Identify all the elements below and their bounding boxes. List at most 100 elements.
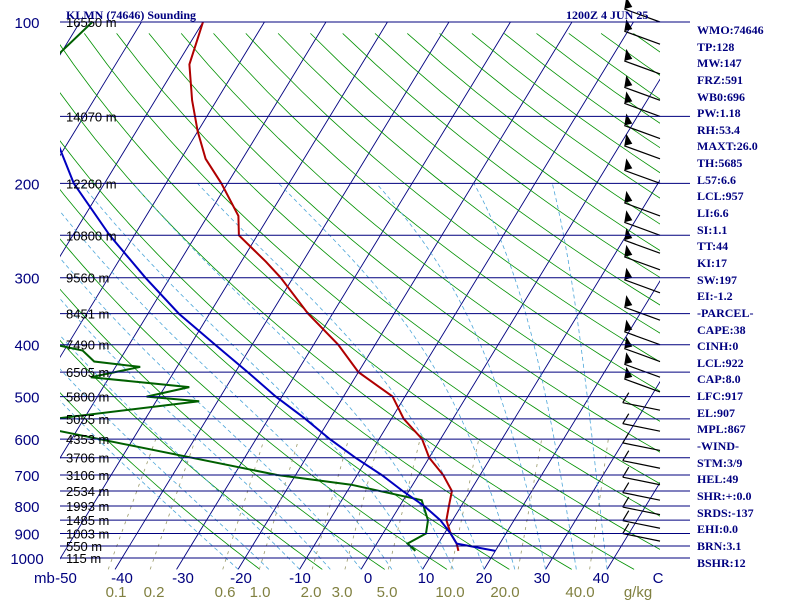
wind-barb-flag bbox=[624, 267, 633, 280]
temperature-tick-label: 40 bbox=[593, 570, 610, 587]
mixing-ratio-line bbox=[344, 438, 380, 570]
wind-barb-flag bbox=[624, 113, 633, 126]
isotherm-line bbox=[299, 22, 634, 570]
index-item: MPL:867 bbox=[697, 422, 746, 437]
index-item: L57:6.6 bbox=[697, 172, 736, 187]
dry-adiabat-line bbox=[342, 33, 660, 278]
temperature-tick-label: -20 bbox=[230, 570, 252, 587]
index-item: CAPE:38 bbox=[697, 322, 746, 337]
moist-adiabat-line bbox=[278, 183, 516, 570]
height-label: 2534 m bbox=[66, 484, 109, 499]
dry-adiabat-line bbox=[116, 33, 660, 485]
wind-barb-feather bbox=[622, 466, 630, 478]
height-label: 1003 m bbox=[66, 526, 109, 541]
mixing-ratio-line bbox=[107, 438, 157, 570]
mixing-ratio-line bbox=[589, 439, 609, 570]
dry-adiabat-line bbox=[60, 238, 448, 570]
mixing-ratio-tick-label: 0.6 bbox=[215, 584, 236, 600]
height-label: 115 m bbox=[66, 551, 101, 566]
height-label: 7490 m bbox=[66, 338, 109, 353]
mixing-ratio-tick-label: 5.0 bbox=[377, 584, 398, 600]
mixing-ratio-line bbox=[149, 438, 196, 570]
pressure-tick-label: 600 bbox=[14, 432, 39, 449]
height-label: 8451 m bbox=[66, 307, 109, 322]
wind-barb bbox=[624, 124, 661, 140]
wind-barb bbox=[624, 279, 661, 294]
moist-adiabat-line bbox=[197, 183, 485, 570]
index-item: LI:6.6 bbox=[697, 206, 729, 221]
height-label: 6505 m bbox=[66, 365, 109, 380]
index-item: EI:-1.2 bbox=[697, 289, 733, 304]
index-item: EHI:0.0 bbox=[697, 522, 739, 537]
temperature-tick-label: 30 bbox=[534, 570, 551, 587]
wind-barb bbox=[624, 363, 661, 378]
index-item: MAXT:26.0 bbox=[697, 139, 758, 154]
height-label: 4353 m bbox=[66, 432, 109, 447]
index-item: SW:197 bbox=[697, 272, 738, 287]
moist-adiabat-line bbox=[60, 210, 393, 570]
wind-barb bbox=[624, 239, 661, 254]
pressure-tick-label: 400 bbox=[14, 338, 39, 355]
index-item: BSHR:12 bbox=[697, 555, 746, 570]
wind-barb bbox=[624, 202, 661, 217]
wind-barb bbox=[622, 506, 661, 516]
wind-barb bbox=[624, 60, 661, 75]
index-item: FRZ:591 bbox=[697, 72, 743, 87]
wind-barb bbox=[624, 378, 661, 393]
isotherm-line bbox=[60, 22, 204, 258]
height-label: 10800 m bbox=[66, 228, 117, 243]
index-item: LFC:917 bbox=[697, 389, 743, 404]
wind-barb-flag bbox=[624, 366, 633, 379]
temperature-trace bbox=[188, 22, 460, 552]
wind-barb bbox=[624, 331, 661, 346]
station-title: KLMN (74646) Sounding bbox=[66, 8, 197, 22]
wind-barb bbox=[622, 442, 661, 452]
wind-barb bbox=[624, 86, 661, 101]
wind-barb bbox=[622, 532, 661, 542]
index-item: SHR:+:0.0 bbox=[697, 488, 752, 503]
index-item: CINH:0 bbox=[697, 339, 739, 354]
wind-barb bbox=[624, 8, 661, 23]
index-item: PW:1.18 bbox=[697, 106, 741, 121]
mixing-ratio-tick-label: 20.0 bbox=[490, 584, 519, 600]
mixing-ratio-tick-label: 10.0 bbox=[435, 584, 464, 600]
pressure-unit-label: mb bbox=[34, 570, 55, 587]
moist-adiabat-line bbox=[376, 183, 546, 570]
mixing-ratio-line bbox=[222, 438, 265, 570]
isotherm-line bbox=[0, 10, 26, 569]
isotherm-line bbox=[114, 22, 450, 570]
index-item: LCL:957 bbox=[697, 189, 744, 204]
wind-barb-flag bbox=[624, 158, 633, 171]
wind-barb-feather bbox=[622, 450, 630, 461]
isotherm-line bbox=[60, 22, 388, 560]
wind-barb bbox=[624, 102, 661, 117]
height-label: 5055 m bbox=[66, 412, 109, 427]
moist-adiabat-line bbox=[473, 183, 577, 570]
mixing-ratio-line bbox=[311, 438, 349, 570]
wind-barb bbox=[624, 256, 661, 271]
wind-barb-flag bbox=[624, 319, 633, 332]
wind-barb-feather bbox=[622, 510, 630, 522]
mixing-ratio-line bbox=[450, 439, 480, 570]
temperature-tick-label: 10 bbox=[418, 570, 435, 587]
temperature-tick-label: -30 bbox=[172, 570, 194, 587]
mixing-ratio-tick-label: 3.0 bbox=[332, 584, 353, 600]
pressure-tick-label: 500 bbox=[14, 390, 39, 407]
moist-adiabat-line bbox=[60, 368, 270, 570]
wind-barb bbox=[622, 492, 661, 501]
index-item: TT:44 bbox=[697, 239, 729, 254]
isotherm-line bbox=[176, 22, 511, 570]
pressure-tick-label: 200 bbox=[14, 176, 39, 193]
dry-adiabat-line bbox=[60, 392, 261, 570]
mixing-ratio-line bbox=[517, 439, 543, 570]
mixing-ratio-tick-label: 0.2 bbox=[144, 584, 165, 600]
index-item: SI:1.1 bbox=[697, 222, 728, 237]
dry-adiabat-line bbox=[60, 339, 323, 570]
isotherm-line bbox=[237, 22, 573, 570]
wind-barb-flag bbox=[624, 0, 633, 9]
dry-adiabat-line bbox=[83, 33, 660, 517]
pressure-tick-label: 900 bbox=[14, 526, 39, 543]
dry-adiabat-line bbox=[148, 33, 660, 453]
